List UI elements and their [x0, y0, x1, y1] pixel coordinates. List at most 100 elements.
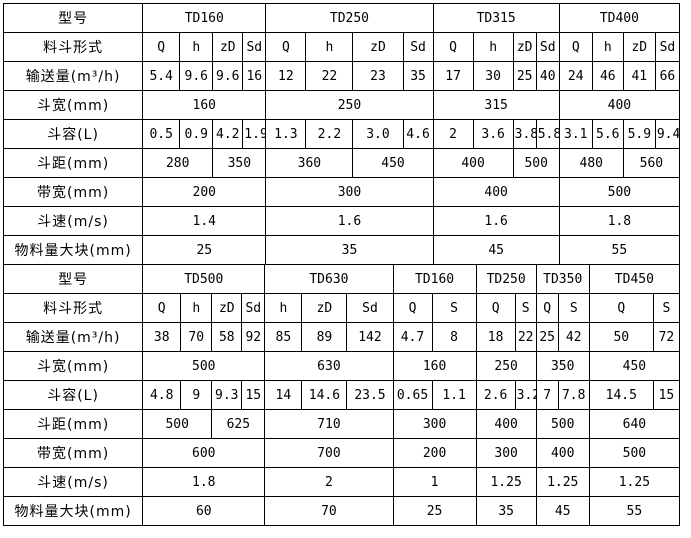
- bucket-type-row: 料斗形式 Q h zD Sd h zD Sd Q S Q S Q S Q S: [2, 293, 681, 323]
- row-label-bucket-type: 料斗形式: [2, 293, 144, 323]
- row-label-bucket-pitch: 斗距(mm): [2, 148, 144, 178]
- cell: 5.8: [535, 119, 560, 149]
- bucket-speed-row: 斗速(m/s) 1.4 1.6 1.6 1.8: [2, 206, 681, 236]
- cell: 300: [475, 438, 537, 468]
- cell: 14.5: [588, 380, 654, 410]
- cell: Q: [432, 32, 474, 62]
- cell: 2: [432, 119, 474, 149]
- cell: 160: [392, 351, 477, 381]
- cell: 480: [558, 148, 624, 178]
- cell: h: [264, 293, 303, 323]
- cell: 70: [180, 322, 213, 352]
- cell: 9.6: [212, 61, 244, 91]
- model-header: TD315: [432, 3, 560, 33]
- cell: Q: [142, 32, 181, 62]
- cell: Sd: [402, 32, 434, 62]
- cell: h: [180, 293, 213, 323]
- cell: h: [472, 32, 514, 62]
- cell: 400: [475, 409, 537, 439]
- cell: 0.9: [179, 119, 214, 149]
- cell: 400: [432, 177, 560, 207]
- cell: 300: [392, 409, 477, 439]
- cell: Q: [535, 293, 559, 323]
- cell: 35: [265, 235, 434, 265]
- cell: 89: [301, 322, 348, 352]
- cell: 7.8: [557, 380, 590, 410]
- spec-table-bottom: 型号 TD500 TD630 TD160 TD250 TD350 TD450 料…: [2, 264, 681, 526]
- cell: 9: [180, 380, 213, 410]
- belt-width-row: 带宽(mm) 600 700 200 300 400 500: [2, 438, 681, 468]
- cell: 1.25: [588, 467, 681, 497]
- cell: 14: [264, 380, 303, 410]
- cell: Q: [588, 293, 654, 323]
- cell: 5.6: [591, 119, 624, 149]
- cell: 72: [652, 322, 681, 352]
- cell: zD: [622, 32, 656, 62]
- cell: 15: [241, 380, 266, 410]
- cell: Q: [265, 32, 307, 62]
- cell: 25: [392, 496, 477, 526]
- cell: 200: [142, 177, 267, 207]
- cell: 38: [142, 322, 182, 352]
- cell: h: [179, 32, 214, 62]
- cell: 85: [264, 322, 303, 352]
- cell: 58: [211, 322, 243, 352]
- model-header: TD160: [142, 3, 267, 33]
- cell: 66: [654, 61, 681, 91]
- cell: 400: [432, 148, 514, 178]
- cell: 14.6: [301, 380, 348, 410]
- cell: 4.8: [142, 380, 182, 410]
- spec-table-top: 型号 TD160 TD250 TD315 TD400 料斗形式 Q h zD S…: [2, 3, 681, 265]
- cell: 500: [558, 177, 681, 207]
- cell: 700: [264, 438, 394, 468]
- row-label-max-lump: 物料量大块(mm): [2, 235, 144, 265]
- cell: 3.6: [472, 119, 514, 149]
- cell: 8: [431, 322, 477, 352]
- cell: 12: [265, 61, 307, 91]
- cell: 46: [591, 61, 624, 91]
- cell: S: [652, 293, 681, 323]
- cell: 360: [265, 148, 354, 178]
- model-header: TD450: [588, 264, 681, 294]
- cell: 1.8: [142, 467, 266, 497]
- model-header: TD630: [264, 264, 394, 294]
- cell: 500: [535, 409, 590, 439]
- cell: 7: [535, 380, 559, 410]
- model-row: 型号 TD500 TD630 TD160 TD250 TD350 TD450: [2, 264, 681, 294]
- cell: Sd: [535, 32, 560, 62]
- row-label-bucket-volume: 斗容(L): [2, 119, 144, 149]
- cell: 1: [392, 467, 477, 497]
- cell: zD: [301, 293, 348, 323]
- cell: 710: [264, 409, 394, 439]
- cell: 15: [652, 380, 681, 410]
- capacity-row: 输送量(m³/h) 38 70 58 92 85 89 142 4.7 8 18…: [2, 322, 681, 352]
- cell: 1.8: [558, 206, 681, 236]
- cell: 55: [588, 496, 681, 526]
- cell: Q: [475, 293, 516, 323]
- cell: 9.6: [179, 61, 214, 91]
- cell: Sd: [242, 32, 267, 62]
- cell: 500: [588, 438, 681, 468]
- cell: 2.2: [305, 119, 354, 149]
- cell: 3.0: [352, 119, 404, 149]
- cell: 17: [432, 61, 474, 91]
- row-label-model: 型号: [2, 3, 144, 33]
- cell: 22: [305, 61, 354, 91]
- cell: 4.6: [402, 119, 434, 149]
- cell: 22: [514, 322, 537, 352]
- cell: 1.3: [265, 119, 307, 149]
- cell: 4.2: [212, 119, 244, 149]
- cell: 200: [392, 438, 477, 468]
- cell: 450: [352, 148, 434, 178]
- bucket-pitch-row: 斗距(mm) 280 350 360 450 400 500 480 560: [2, 148, 681, 178]
- bucket-volume-row: 斗容(L) 4.8 9 9.3 15 14 14.6 23.5 0.65 1.1…: [2, 380, 681, 410]
- cell: 350: [535, 351, 590, 381]
- cell: S: [431, 293, 477, 323]
- row-label-bucket-speed: 斗速(m/s): [2, 206, 144, 236]
- capacity-row: 输送量(m³/h) 5.4 9.6 9.6 16 12 22 23 35 17 …: [2, 61, 681, 91]
- cell: 1.6: [265, 206, 434, 236]
- row-label-model: 型号: [2, 264, 144, 294]
- cell: 315: [432, 90, 560, 120]
- bucket-width-row: 斗宽(mm) 500 630 160 250 350 450: [2, 351, 681, 381]
- row-label-max-lump: 物料量大块(mm): [2, 496, 144, 526]
